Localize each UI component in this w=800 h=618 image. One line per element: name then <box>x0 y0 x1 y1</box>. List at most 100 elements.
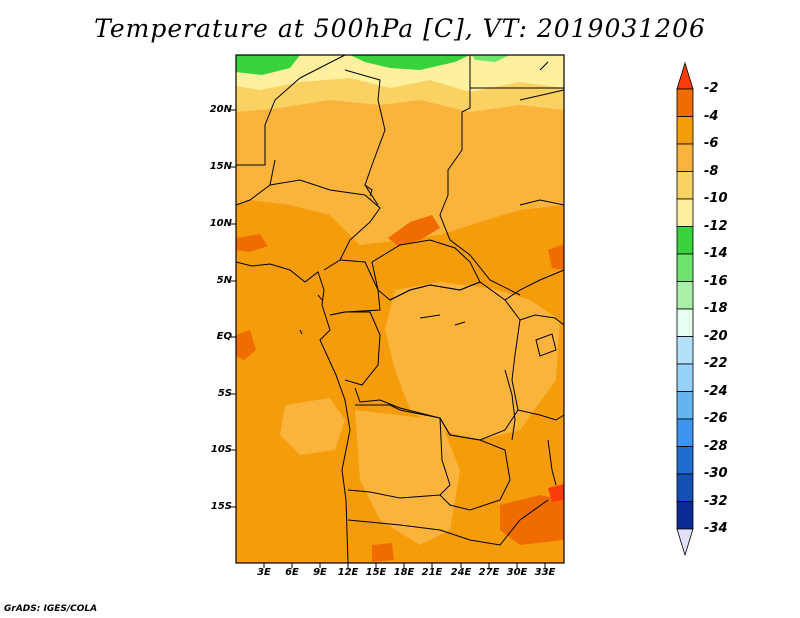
colorbar-label: -20 <box>704 328 728 344</box>
border-ethiopia <box>519 199 565 206</box>
coastline-west-africa <box>235 261 351 564</box>
lat-ticks <box>231 109 236 508</box>
lon-label-27e: 27E <box>478 567 500 578</box>
colorbar-swatch <box>676 391 694 420</box>
field-region-minus4-east <box>548 244 564 270</box>
colorbar-label: -28 <box>704 438 728 454</box>
field-region-minus4-coast <box>236 330 256 360</box>
grads-credit: GrADS: IGES/COLA <box>4 604 98 614</box>
colorbar-label: -16 <box>704 273 728 289</box>
lat-label-10n: 10N <box>209 218 232 229</box>
temperature-field <box>236 55 564 563</box>
field-region-minus12 <box>236 55 564 92</box>
border-chad-lake <box>364 184 373 197</box>
border-gabon-congo <box>329 311 381 386</box>
colorbar-swatch <box>676 501 694 530</box>
border-tanzania <box>517 409 565 421</box>
lake-malawi <box>547 439 557 486</box>
lat-label-5s: 5S <box>217 388 232 399</box>
border-drc <box>354 281 521 441</box>
border-angola <box>347 404 451 499</box>
colorbar-label: -30 <box>704 466 728 481</box>
lon-label-30e: 30E <box>506 567 528 578</box>
lat-label-20n: 20N <box>209 104 232 115</box>
map-title: Temperature at 500hPa [C], VT: 201903120… <box>94 14 706 43</box>
colorbar-bottom-triangle <box>676 528 694 557</box>
colorbar-swatch <box>676 446 694 475</box>
colorbar <box>676 61 694 557</box>
lon-label-6e: 6E <box>285 567 299 578</box>
coast-bioko <box>317 294 323 301</box>
lon-ticks <box>263 563 546 568</box>
field-region-minus14-east <box>472 55 510 62</box>
colorbar-swatch <box>676 226 694 255</box>
colorbar-label: -22 <box>704 356 728 371</box>
border-zambia <box>439 417 511 511</box>
colorbar-swatch <box>676 116 694 145</box>
colorbar-label: -26 <box>704 411 728 426</box>
colorbar-swatch <box>676 308 694 337</box>
lon-label-21e: 21E <box>421 567 443 578</box>
lat-label-15n: 15N <box>209 161 232 172</box>
colorbar-swatch <box>676 281 694 310</box>
lat-label-10s: 10S <box>210 444 232 455</box>
field-region-minus8-patch <box>280 398 345 455</box>
colorbar-label: -12 <box>704 218 728 234</box>
lake-tanganyika <box>504 369 516 441</box>
field-region-minus4-south <box>372 543 394 562</box>
lon-label-12e: 12E <box>337 567 359 578</box>
field-region-minus14-west <box>236 55 300 75</box>
colorbar-swatch <box>676 143 694 172</box>
lat-label-eq: EQ <box>216 331 232 342</box>
colorbar-label: -2 <box>704 81 719 96</box>
colorbar-label: -24 <box>704 383 728 399</box>
field-region-minus4-west <box>236 234 268 252</box>
political-borders <box>235 54 565 564</box>
border-chad-sudan <box>439 194 521 296</box>
colorbar-swatch <box>676 88 694 117</box>
lon-label-18e: 18E <box>393 567 415 578</box>
field-region-minus8-south <box>355 410 460 545</box>
border-east-africa <box>504 269 565 301</box>
field-region-minus2-southeast <box>548 484 564 502</box>
colorbar-label: -4 <box>704 108 719 124</box>
field-region-minus4-southeast <box>500 495 564 545</box>
border-uganda-kenya <box>519 314 565 326</box>
lon-label-33e: 33E <box>534 567 556 578</box>
colorbar-swatch <box>676 473 694 502</box>
colorbar-label: -6 <box>704 136 719 151</box>
field-region-minus8-north <box>236 95 564 245</box>
colorbar-top-triangle <box>676 61 694 90</box>
lon-label-3e: 3E <box>257 567 271 578</box>
colorbar-label: -18 <box>704 301 728 316</box>
colorbar-swatch <box>676 336 694 365</box>
plot-frame <box>235 54 565 564</box>
colorbar-label: -32 <box>704 493 728 509</box>
lon-label-9e: 9E <box>313 567 327 578</box>
colorbar-label: -14 <box>704 246 728 261</box>
island-sao-tome <box>299 329 303 335</box>
river-congo <box>419 314 466 326</box>
colorbar-swatch <box>676 363 694 392</box>
colorbar-swatch <box>676 253 694 282</box>
lat-label-15s: 15S <box>210 501 232 512</box>
colorbar-swatch <box>676 171 694 200</box>
colorbar-swatch <box>676 198 694 227</box>
lat-label-5n: 5N <box>216 275 232 286</box>
border-north-3 <box>236 77 301 166</box>
field-region-minus14-center <box>350 55 470 70</box>
border-nigeria <box>269 179 381 271</box>
border-north-1 <box>299 54 346 79</box>
colorbar-label: -34 <box>704 521 728 536</box>
border-niger <box>235 159 276 206</box>
border-south <box>347 499 549 546</box>
red-sea-coast <box>519 61 565 101</box>
lake-victoria <box>535 333 557 357</box>
colorbar-swatch <box>676 418 694 447</box>
field-region-minus4-centralafrica <box>388 215 440 246</box>
colorbar-label: -8 <box>704 163 719 179</box>
colorbar-label: -10 <box>704 191 728 206</box>
lon-label-24e: 24E <box>450 567 472 578</box>
border-libya-egypt <box>447 55 471 195</box>
